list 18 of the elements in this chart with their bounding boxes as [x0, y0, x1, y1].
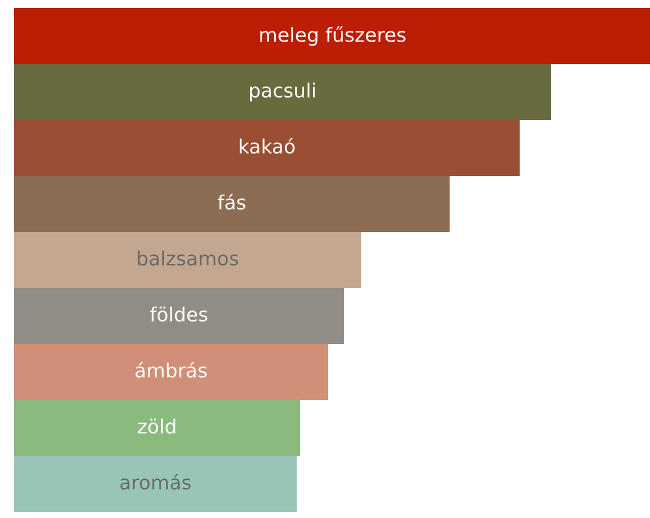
bar: [14, 8, 650, 64]
bar: [14, 176, 450, 232]
y-tick-label: zöld: [138, 418, 176, 434]
y-tick-label: földes: [150, 306, 208, 322]
y-tick-label: fás: [218, 194, 246, 210]
y-tick-label: pacsuli: [250, 82, 315, 102]
y-tick-label: balzsamos: [138, 250, 238, 266]
y-tick-label: ámbrás: [136, 362, 207, 378]
y-tick-label: aromás: [120, 474, 191, 490]
bar: [14, 64, 551, 120]
y-tick-label: kakaó: [240, 138, 295, 154]
bar: [14, 456, 297, 512]
bar: [14, 400, 300, 456]
y-tick-label: meleg fűszeres: [260, 26, 406, 46]
bar: [14, 288, 344, 344]
bar: [14, 120, 520, 176]
bar: [14, 232, 362, 288]
bar: [14, 344, 328, 400]
